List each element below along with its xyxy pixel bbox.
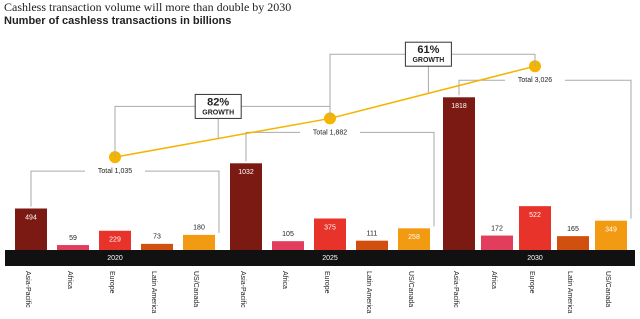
category-label: Africa — [281, 271, 288, 289]
value-label: 229 — [109, 237, 121, 244]
category-label: US/Canada — [407, 271, 414, 307]
total-box — [300, 127, 360, 138]
group-label: 2030 — [527, 255, 543, 262]
bar — [15, 208, 47, 250]
total-box — [505, 75, 565, 86]
growth-box — [194, 93, 242, 119]
total-label: Total 3,026 — [518, 77, 552, 84]
group-label: 2020 — [107, 255, 123, 262]
value-label: 73 — [153, 234, 161, 241]
bar — [99, 230, 131, 250]
category-label: Europe — [108, 271, 115, 294]
total-word: Total — [518, 77, 533, 84]
total-value: 1,035 — [115, 168, 133, 175]
category-label: Asia-Pacific — [452, 271, 459, 308]
value-label: 111 — [367, 231, 378, 238]
value-label: 59 — [69, 235, 77, 242]
category-label: Europe — [323, 271, 330, 294]
bar — [595, 220, 627, 250]
bar — [272, 241, 304, 250]
bar — [183, 234, 215, 250]
value-label: 165 — [567, 226, 579, 233]
value-label: 349 — [605, 227, 617, 234]
total-word: Total — [313, 129, 328, 136]
value-label: 180 — [193, 225, 205, 232]
group-strip — [435, 250, 635, 266]
value-label: 375 — [324, 224, 336, 231]
bar — [356, 240, 388, 250]
bar — [57, 245, 89, 250]
group-strip — [5, 250, 225, 266]
chart-title: Cashless transaction volume will more th… — [4, 0, 291, 14]
value-label: 258 — [408, 234, 420, 241]
bar — [481, 235, 513, 250]
category-label: Latin America — [365, 271, 372, 314]
value-label: 1032 — [238, 169, 254, 176]
total-label: Total 1,882 — [313, 129, 347, 136]
category-label: Latin America — [150, 271, 157, 314]
chart-subtitle: Number of cashless transactions in billi… — [4, 15, 231, 27]
category-label: US/Canada — [604, 271, 611, 307]
value-label: 494 — [25, 214, 37, 221]
bar — [230, 163, 262, 250]
bar — [443, 97, 475, 251]
growth-value: 82% — [207, 96, 229, 108]
category-label: Africa — [66, 271, 73, 289]
category-label: Asia-Pacific — [24, 271, 31, 308]
value-label: 1818 — [451, 103, 467, 110]
bar — [141, 243, 173, 250]
total-value: 1,882 — [330, 129, 348, 136]
growth-label: GROWTH — [202, 109, 234, 116]
category-label: Africa — [490, 271, 497, 289]
category-label: Asia-Pacific — [239, 271, 246, 308]
value-label: 172 — [491, 225, 503, 232]
category-label: US/Canada — [192, 271, 199, 307]
group-label: 2025 — [322, 255, 338, 262]
growth-value: 61% — [417, 44, 439, 56]
bar — [314, 218, 346, 250]
total-word: Total — [98, 168, 113, 175]
bar — [557, 236, 589, 250]
category-label: Europe — [528, 271, 535, 294]
value-label: 522 — [529, 212, 541, 219]
value-label: 105 — [282, 231, 294, 238]
bar — [398, 228, 430, 250]
total-value: 3,026 — [535, 77, 553, 84]
total-label: Total 1,035 — [98, 168, 132, 175]
bar — [519, 206, 551, 250]
total-box — [85, 166, 145, 177]
group-strip — [220, 250, 440, 266]
growth-label: GROWTH — [412, 57, 444, 64]
growth-box — [404, 41, 452, 67]
category-label: Latin America — [566, 271, 573, 314]
